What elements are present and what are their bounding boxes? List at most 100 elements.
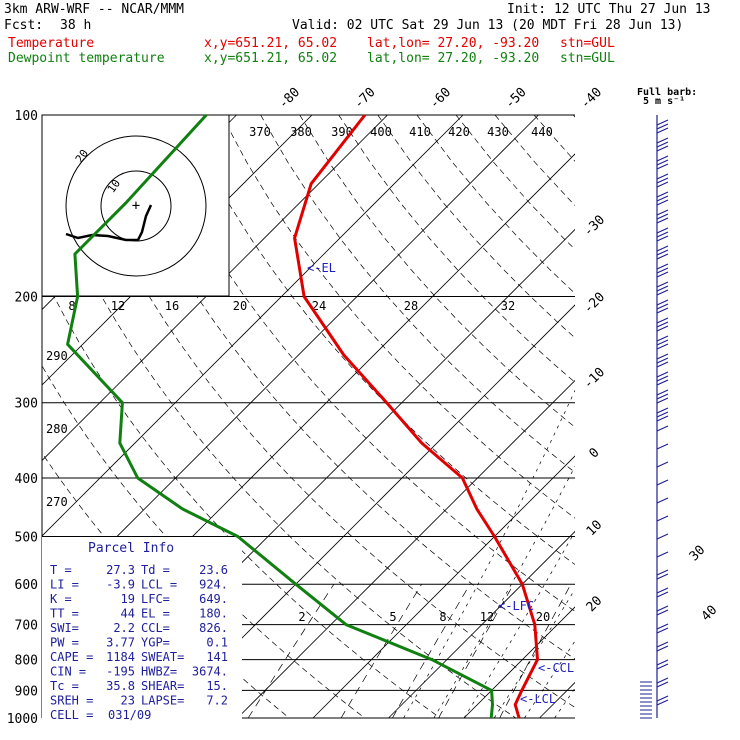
isotherm-label: 40 xyxy=(699,603,721,625)
parcel-value: 031/09 xyxy=(108,708,151,722)
temperature-xy: x,y=651.21, 65.02 xyxy=(204,36,338,51)
wind-barb xyxy=(656,177,669,184)
wind-barb xyxy=(656,551,669,558)
parcel-value: 27.3 xyxy=(106,563,135,577)
mixing-ratio-line xyxy=(340,584,422,719)
parcel-key: TT = xyxy=(50,607,79,621)
wind-barb xyxy=(656,173,669,180)
wind-barb xyxy=(656,195,669,202)
wind-barb xyxy=(656,461,669,468)
wind-barb xyxy=(656,321,669,328)
wind-barb xyxy=(656,127,669,134)
wind-barb xyxy=(656,271,669,278)
isotherm-line xyxy=(691,115,740,718)
temperature-station: stn=GUL xyxy=(560,36,615,51)
isotherm-label: -40 xyxy=(578,85,605,112)
wind-barb xyxy=(656,217,669,224)
wind-barb xyxy=(656,569,669,576)
wind-barb xyxy=(656,415,669,422)
dewpoint-station: stn=GUL xyxy=(560,51,615,66)
isotherm-line xyxy=(42,115,388,462)
isotherm-line xyxy=(388,530,575,719)
hodo-speed-label: 28 xyxy=(404,299,418,313)
parcel-key: YGP= xyxy=(141,636,170,650)
wind-barb xyxy=(656,155,669,162)
wind-barb xyxy=(656,181,669,188)
wind-barb xyxy=(656,159,669,166)
theta-label: 420 xyxy=(448,125,470,139)
parcel-key: LAPSE= xyxy=(141,694,184,708)
theta-left-label: 270 xyxy=(46,495,68,509)
wind-barb xyxy=(656,645,669,652)
wind-barb xyxy=(656,609,669,616)
parcel-key: LFC= xyxy=(141,592,170,606)
parcel-key: LI = xyxy=(50,578,79,592)
init-time: Init: 12 UTC Thu 27 Jun 13 xyxy=(507,2,711,17)
parcel-key: SWEAT= xyxy=(141,650,184,664)
wind-barb xyxy=(656,699,669,706)
wind-barb xyxy=(656,379,669,386)
wind-barb xyxy=(656,299,669,306)
mixing-ratio-line xyxy=(247,584,335,719)
pressure-tick-label: 1000 xyxy=(7,712,38,727)
wind-barb xyxy=(656,335,669,342)
theta-label: 430 xyxy=(487,125,509,139)
parcel-key: Tc = xyxy=(50,679,79,693)
parcel-value: 3.77 xyxy=(106,636,135,650)
pressure-tick-label: 600 xyxy=(15,578,38,593)
dry-adiabat-line xyxy=(455,115,575,250)
isotherm-label: 10 xyxy=(584,518,606,540)
dewpoint-latlon: lat,lon= 27.20, -93.20 xyxy=(367,51,540,66)
temperature-profile-line xyxy=(293,114,539,719)
parcel-key: Td = xyxy=(141,563,170,577)
wind-barb xyxy=(656,209,669,216)
moist-adiabat-line xyxy=(493,588,575,719)
valid-time: Valid: 02 UTC Sat 29 Jun 13 (20 MDT Fri … xyxy=(292,18,684,33)
hodo-ring-label-20: 20 xyxy=(73,147,91,165)
dry-adiabat-line xyxy=(182,115,575,565)
wind-barb xyxy=(656,695,669,702)
parcel-value: 649. xyxy=(199,592,228,606)
wind-barb xyxy=(656,281,669,288)
wind-barb xyxy=(656,497,669,504)
parcel-key: CELL = xyxy=(50,708,93,722)
isotherm-label: -20 xyxy=(581,290,608,317)
isotherm-label: 20 xyxy=(584,593,606,615)
wind-barbs: Full barb:5 m s⁻¹ xyxy=(637,87,697,719)
wind-barb xyxy=(656,303,669,310)
temperature-latlon: lat,lon= 27.20, -93.20 xyxy=(367,36,540,51)
dry-adiabat-line xyxy=(494,115,575,206)
wind-barb xyxy=(656,343,669,350)
wind-barb xyxy=(656,361,669,368)
wind-barb xyxy=(656,317,669,324)
isotherm-line xyxy=(312,455,575,719)
pressure-tick-label: 900 xyxy=(15,684,38,699)
parcel-value: 3674. xyxy=(192,665,228,679)
wind-barb xyxy=(656,357,669,364)
hodo-speed-label: 20 xyxy=(233,299,247,313)
isotherm-label: -70 xyxy=(351,85,378,112)
wind-barb xyxy=(656,231,669,238)
dry-adiabat-line xyxy=(651,115,740,718)
wind-barb xyxy=(656,411,669,418)
theta-label: 370 xyxy=(249,125,271,139)
parcel-value: 19 xyxy=(121,592,135,606)
parcel-info-title: Parcel Info xyxy=(88,541,174,556)
wind-barb xyxy=(656,443,669,450)
theta-label: 440 xyxy=(531,125,553,139)
wind-barb xyxy=(656,663,669,670)
wind-barb xyxy=(656,407,669,414)
wind-barb xyxy=(656,371,669,378)
wind-barb xyxy=(656,681,669,688)
moist-adiabat-line xyxy=(524,640,575,719)
wind-barb xyxy=(656,199,669,206)
pressure-tick-label: 100 xyxy=(15,109,38,124)
wind-barb xyxy=(656,591,669,598)
dry-adiabat-line xyxy=(64,115,575,708)
mixing-ratio-label: 12 xyxy=(480,610,494,624)
wind-barb xyxy=(656,425,669,432)
wind-barb xyxy=(656,659,669,666)
isotherm-label: 30 xyxy=(687,543,709,565)
forecast-label: Fcst: xyxy=(4,18,44,33)
level-annotation: <-LFC xyxy=(498,599,534,613)
